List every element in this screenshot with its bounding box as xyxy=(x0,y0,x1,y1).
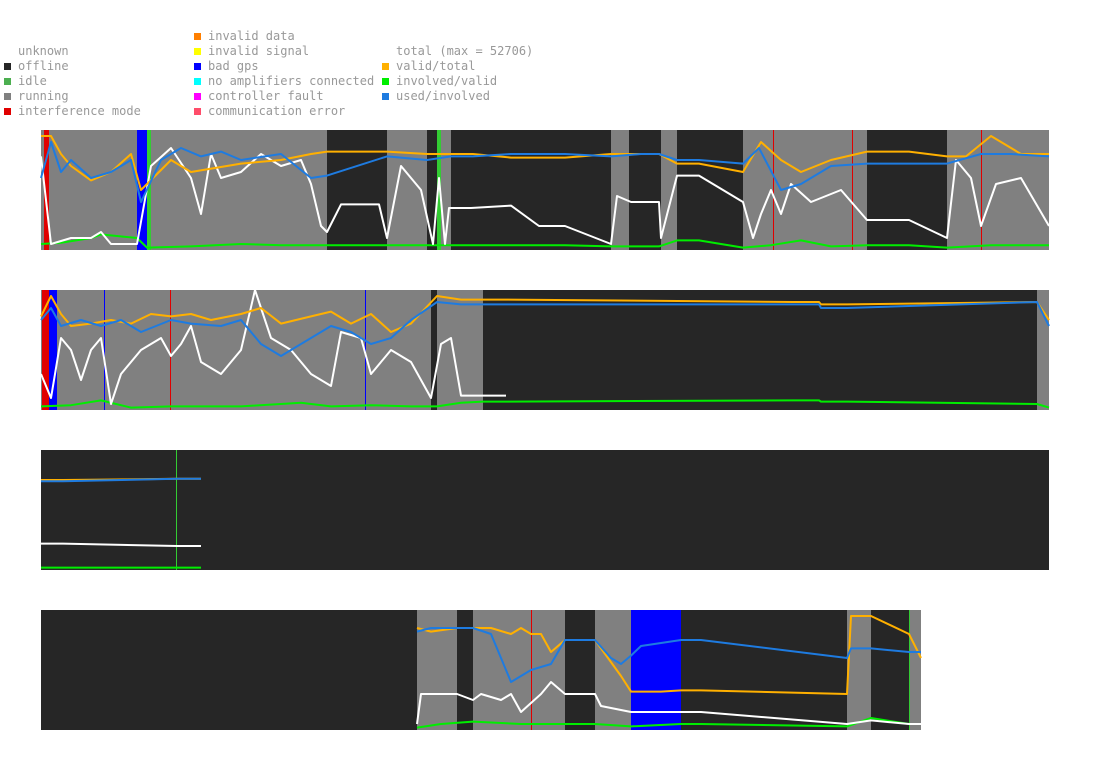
legend-label: communication error xyxy=(208,104,346,118)
status-marker xyxy=(104,290,105,410)
status-band xyxy=(41,450,1049,570)
legend-status-item: running xyxy=(4,89,141,104)
legend-swatch xyxy=(194,108,201,115)
series-total xyxy=(40,289,506,405)
status-band xyxy=(451,130,611,250)
status-band xyxy=(629,130,661,250)
status-band xyxy=(677,130,743,250)
series-total xyxy=(41,542,201,547)
series-used-involved xyxy=(416,627,921,683)
status-band xyxy=(565,610,595,730)
series-used-involved xyxy=(41,477,201,483)
status-band xyxy=(41,610,417,730)
legend-swatch xyxy=(4,78,11,85)
legend-ratios: total (max = 52706) valid/total involved/… xyxy=(382,44,533,104)
legend-swatch xyxy=(194,63,201,70)
legend-label: invalid signal xyxy=(208,44,310,58)
legend-errors-item: invalid data xyxy=(194,29,374,44)
status-marker xyxy=(852,130,853,250)
legend-label: interference mode xyxy=(18,104,141,118)
status-band xyxy=(909,610,921,730)
series-involved-valid xyxy=(416,717,921,729)
status-marker xyxy=(44,130,49,250)
series-valid-total xyxy=(41,135,1049,191)
series-total xyxy=(416,681,921,725)
legend-errors-item: controller fault xyxy=(194,89,374,104)
timeline-panel xyxy=(40,289,1050,410)
series-used-involved xyxy=(40,301,1050,357)
series-total xyxy=(40,147,1050,245)
status-marker xyxy=(42,290,49,410)
status-band xyxy=(743,130,867,250)
series-involved-valid xyxy=(40,399,1050,409)
legend-total-title: total (max = 52706) xyxy=(396,44,534,58)
legend-errors: invalid data invalid signal bad gps no ampl… xyxy=(194,29,374,119)
legend-errors-item: communication error xyxy=(194,104,374,119)
series-used-involved xyxy=(40,141,1050,203)
timeline-panel xyxy=(41,610,922,730)
status-band xyxy=(611,130,629,250)
legend-swatch xyxy=(194,78,201,85)
status-band xyxy=(41,130,327,250)
legend-ratios-item: involved/valid xyxy=(382,74,533,89)
status-band xyxy=(947,130,1049,250)
legend-swatch xyxy=(194,48,201,55)
legend-ratios-item: valid/total xyxy=(382,59,533,74)
legend-label: no amplifiers connected xyxy=(208,74,375,88)
status-marker xyxy=(365,290,366,410)
legend-label: controller fault xyxy=(208,89,324,103)
legend-label: idle xyxy=(18,74,47,88)
status-marker xyxy=(909,610,910,730)
timeline-panel xyxy=(41,450,1049,570)
status-band xyxy=(867,130,947,250)
legend-label: invalid data xyxy=(208,29,295,43)
legend-label: offline xyxy=(18,59,69,73)
legend-swatch xyxy=(382,63,389,70)
legend-status-item: idle xyxy=(4,74,141,89)
series-valid-total xyxy=(40,295,1050,333)
status-marker xyxy=(437,130,441,250)
status-band xyxy=(457,610,473,730)
legend-errors-item: invalid signal xyxy=(194,44,374,59)
legend-errors-item: bad gps xyxy=(194,59,374,74)
legend-status-item: interference mode xyxy=(4,104,141,119)
status-marker xyxy=(49,290,57,410)
legend-status-item: unknown xyxy=(4,44,141,59)
status-band xyxy=(41,290,431,410)
legend-label: running xyxy=(18,89,69,103)
status-band xyxy=(483,290,1037,410)
status-band xyxy=(1037,290,1049,410)
legend-label: unknown xyxy=(18,44,69,58)
legend-swatch xyxy=(4,93,11,100)
status-band xyxy=(595,610,631,730)
legend-swatch xyxy=(4,108,11,115)
legend-swatch xyxy=(382,78,389,85)
status-band xyxy=(327,130,387,250)
legend-errors-item: no amplifiers connected xyxy=(194,74,374,89)
legend-swatch xyxy=(194,93,201,100)
status-band xyxy=(431,290,437,410)
legend-label: bad gps xyxy=(208,59,259,73)
legend-ratios-item: used/involved xyxy=(382,89,533,104)
legend-label: used/involved xyxy=(396,89,490,103)
status-marker xyxy=(773,130,774,250)
legend-status-item: offline xyxy=(4,59,141,74)
legend-label: valid/total xyxy=(396,59,476,73)
status-marker xyxy=(170,290,171,410)
legend-swatch xyxy=(4,63,11,70)
legend-status: unknown offline idle running interference mo… xyxy=(4,44,141,119)
status-band xyxy=(681,610,847,730)
status-marker xyxy=(981,130,982,250)
status-band xyxy=(871,610,909,730)
legend-swatch xyxy=(4,48,11,55)
timeline-panel xyxy=(40,130,1050,250)
legend-swatch xyxy=(194,33,201,40)
status-marker xyxy=(176,450,177,570)
status-marker xyxy=(147,130,151,250)
legend-swatch xyxy=(382,93,389,100)
legend-label: involved/valid xyxy=(396,74,498,88)
series-involved-valid xyxy=(40,233,1049,249)
status-band xyxy=(631,610,681,730)
